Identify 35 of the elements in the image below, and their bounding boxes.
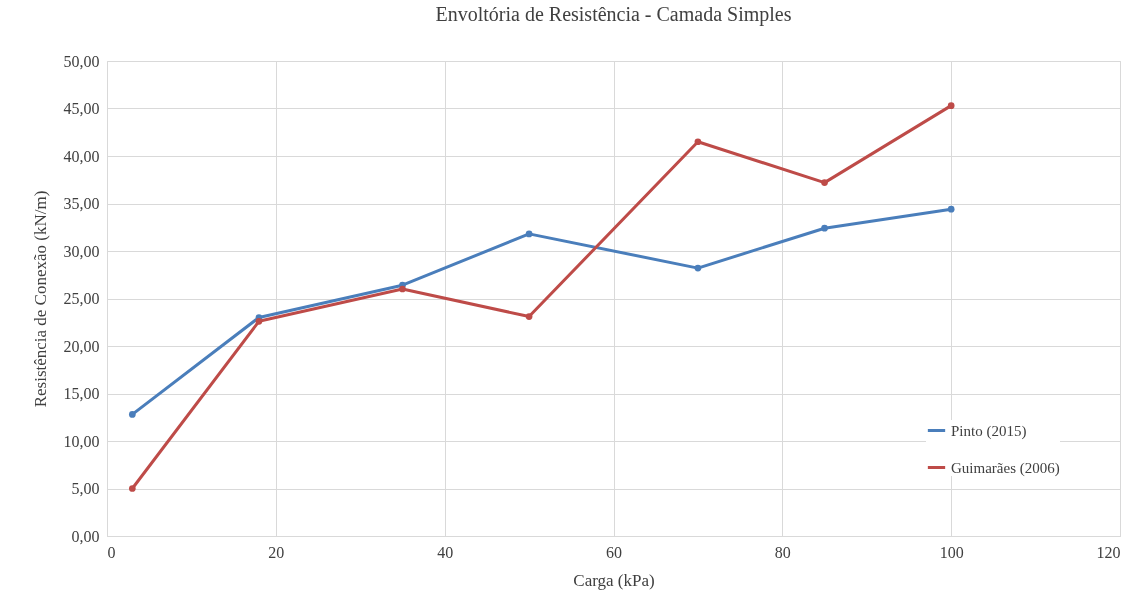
x-tick-label: 40 [437,543,454,561]
y-tick-label: 20,00 [63,337,100,355]
legend-label: Pinto (2015) [951,422,1027,440]
point [525,313,533,320]
point [821,179,828,186]
point [947,205,955,213]
point [947,102,955,109]
y-tick-label: 25,00 [63,290,100,307]
y-tick-label: 0,00 [71,527,100,545]
x-tick-label: 20 [268,543,285,561]
x-tick-label: 0 [107,543,116,561]
point [694,264,702,272]
legend-label: Guimarães (2006) [951,459,1060,477]
y-tick-label: 10,00 [63,432,100,450]
y-tick-label: 5,00 [71,480,100,497]
x-tick-label: 120 [1096,543,1121,561]
x-tick-label: 60 [606,543,622,561]
point [255,317,263,325]
y-tick-label: 45,00 [63,100,100,117]
point [128,485,136,492]
y-axis-title: Resistência de Conexão (kN/m) [30,190,50,408]
point [694,138,702,146]
point [821,224,828,232]
point [399,285,406,293]
point [525,230,533,238]
y-tick-label: 40,00 [63,147,100,165]
y-tick-label: 35,00 [63,195,100,212]
x-axis-title: Carga (kPa) [573,570,655,590]
y-tick-label: 15,00 [63,385,100,402]
x-tick-label: 100 [939,543,964,561]
point [128,411,136,418]
y-tick-label: 50,00 [63,52,100,70]
x-tick-label: 80 [774,543,791,561]
y-tick-label: 30,00 [63,242,100,260]
chart-title: Envoltória de Resistência - Camada Simples [435,3,792,26]
